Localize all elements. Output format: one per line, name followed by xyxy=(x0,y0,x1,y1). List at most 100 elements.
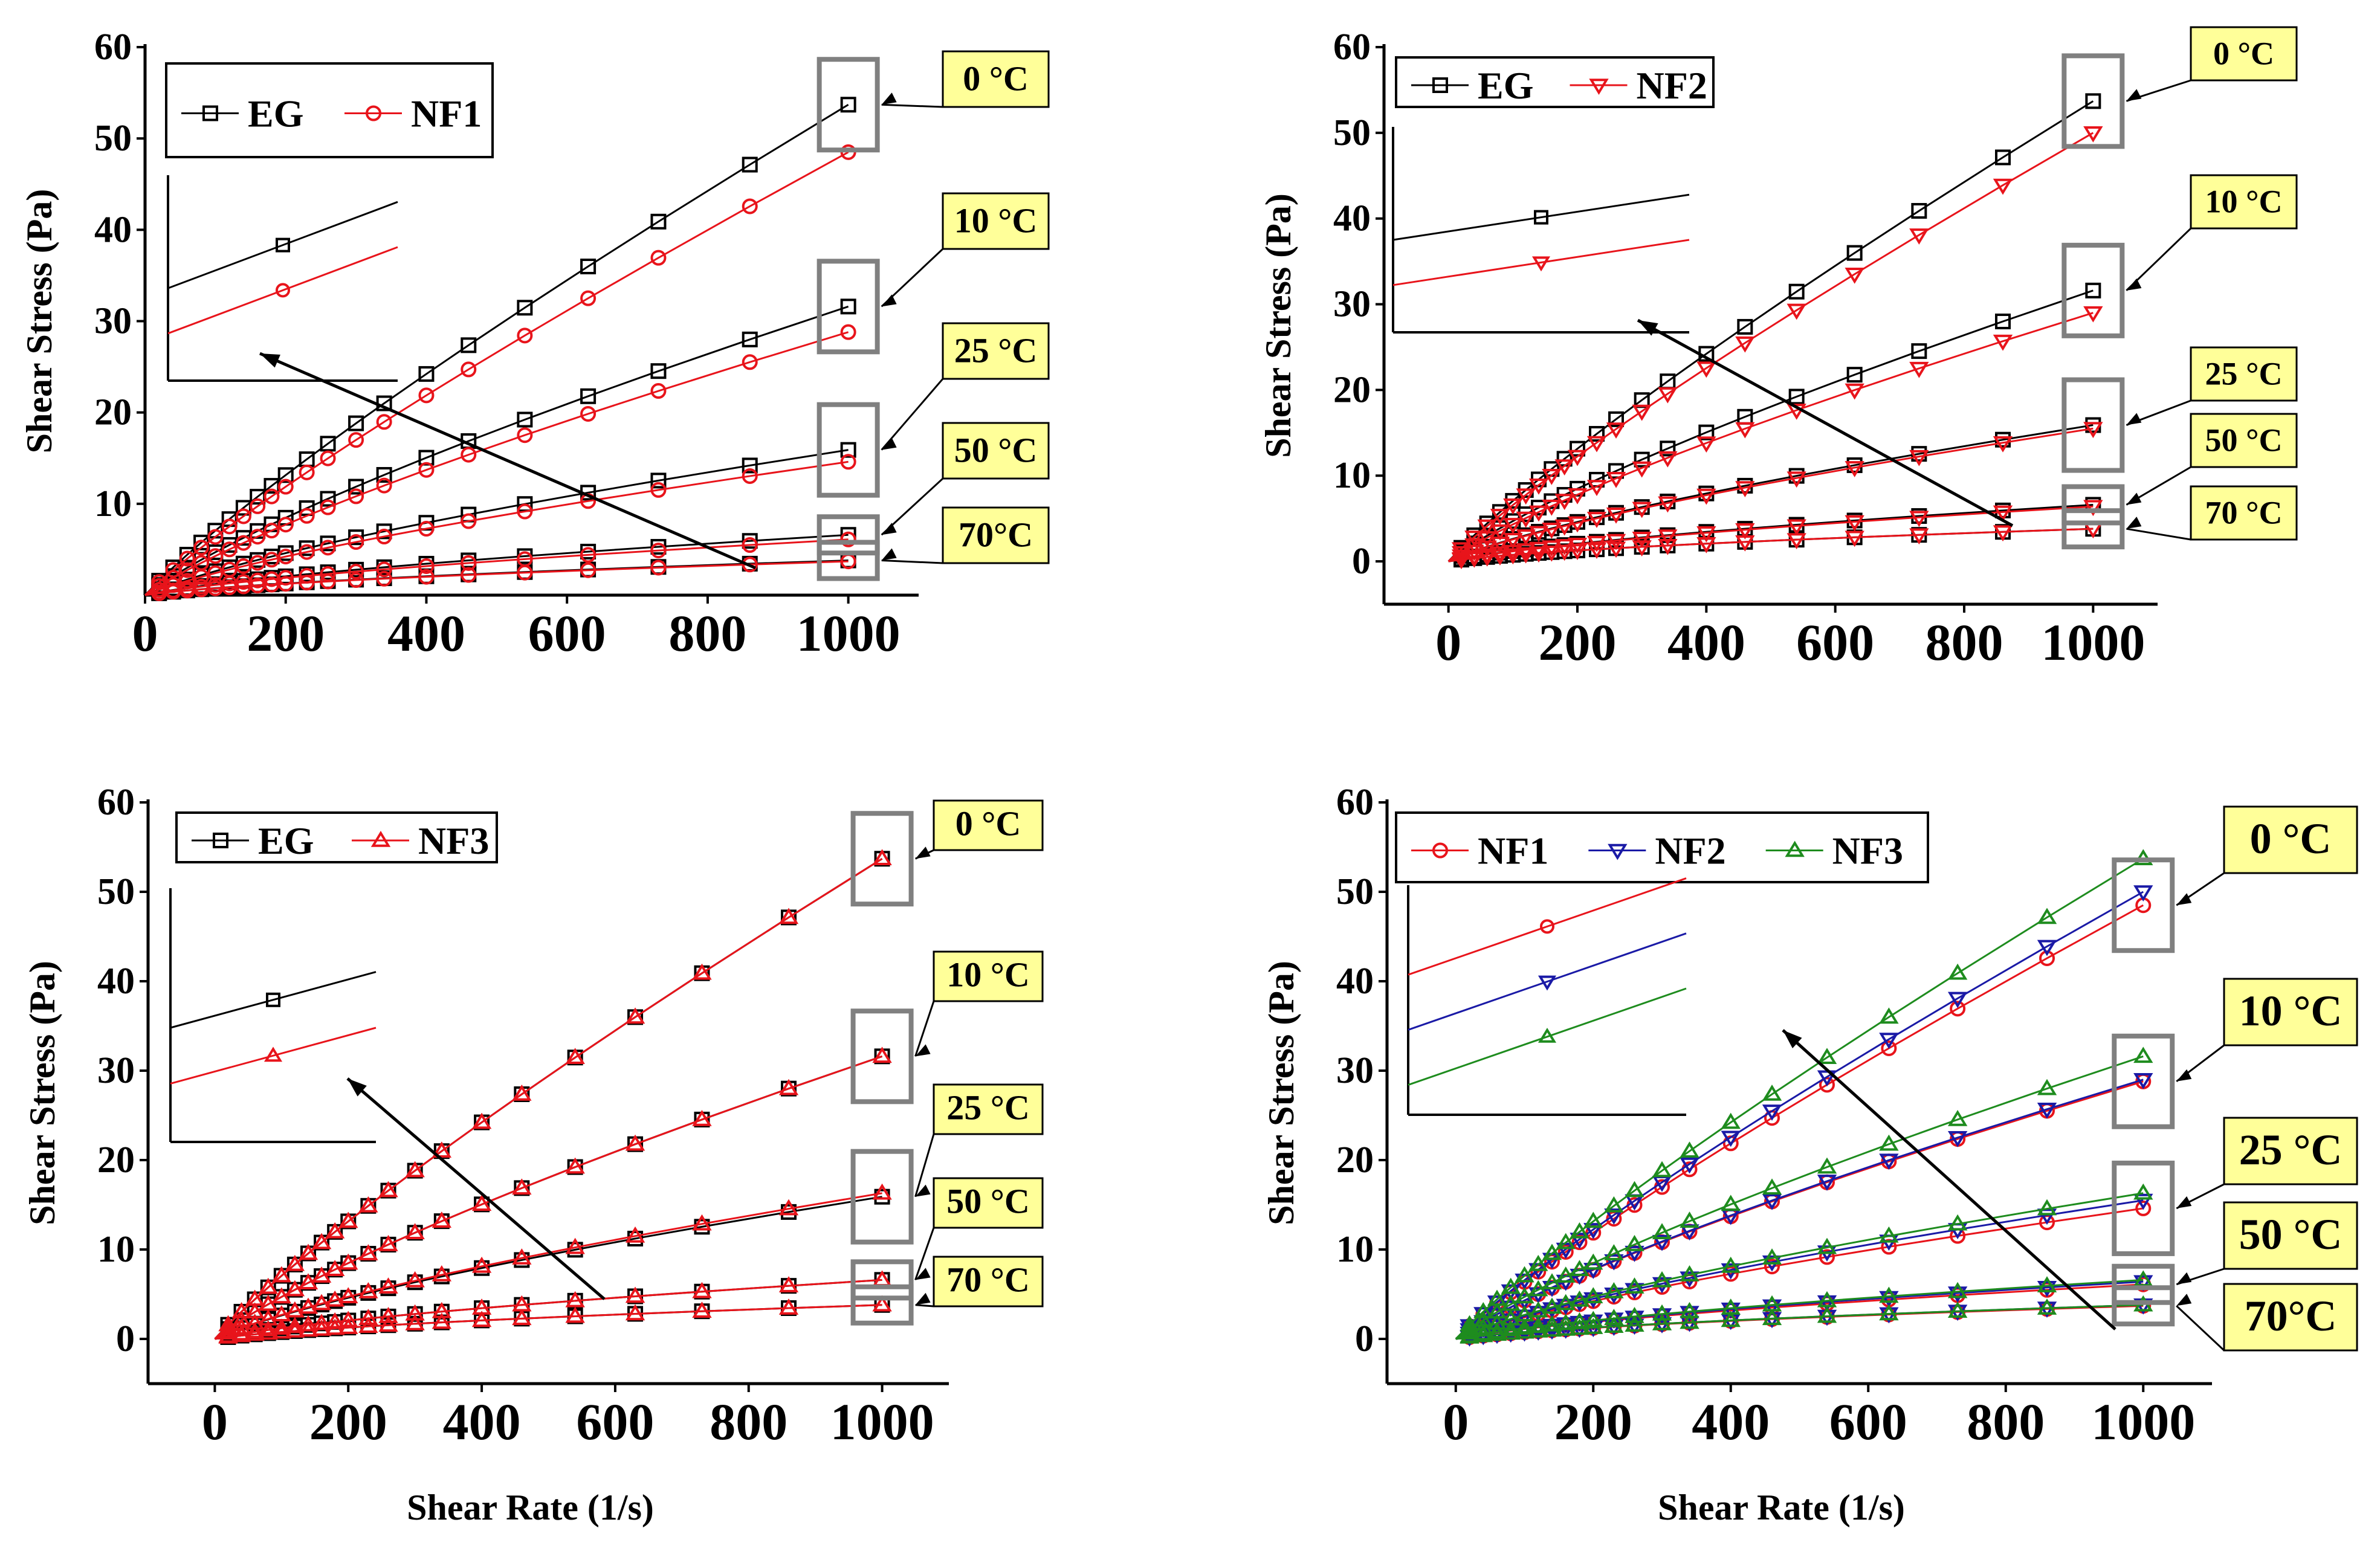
data-point-NF2 xyxy=(1762,1299,1782,1316)
data-point-NF1 xyxy=(461,567,477,583)
highlight-box xyxy=(2112,1285,2175,1327)
x-tick-label: 1000 xyxy=(2041,613,2145,671)
legend-marker xyxy=(1589,79,1609,95)
data-point-NF3 xyxy=(872,849,892,866)
temperature-arrow xyxy=(2176,1305,2225,1352)
data-point-NF1 xyxy=(348,564,364,580)
data-point-NF2 xyxy=(1490,549,1510,566)
y-tick-label: 20 xyxy=(97,1140,135,1181)
temperature-label-box xyxy=(942,422,1050,480)
x-tick-label: 0 xyxy=(202,1393,228,1451)
arrow-head xyxy=(881,548,897,561)
inset-line-EG xyxy=(1392,193,1690,241)
temperature-label: 50 °C xyxy=(2205,422,2282,459)
data-point-NF2 xyxy=(1787,471,1806,488)
data-point-NF1 xyxy=(299,508,315,524)
data-point-NF2 xyxy=(1625,1245,1644,1262)
legend-marker xyxy=(202,105,218,121)
data-point-NF3 xyxy=(1583,1318,1603,1334)
data-point-EG xyxy=(1589,426,1605,442)
legend-label: NF2 xyxy=(1637,64,1707,107)
data-point-EG xyxy=(742,156,758,173)
temperature-arrow xyxy=(881,559,943,564)
data-point-NF3 xyxy=(1570,1318,1589,1335)
data-point-NF2 xyxy=(1604,1208,1624,1225)
data-point-NF3 xyxy=(405,1314,425,1330)
data-point-NF2 xyxy=(1542,468,1562,485)
series-line-NF1 xyxy=(144,331,849,596)
legend-label: NF2 xyxy=(1655,830,1725,872)
data-point-NF1 xyxy=(418,569,435,585)
data-point-NF2 xyxy=(1604,1287,1624,1304)
data-point-NF1 xyxy=(320,573,336,590)
data-point-EG xyxy=(277,467,294,483)
data-point-EG xyxy=(1846,367,1863,383)
y-tick-label: 30 xyxy=(1336,1050,1374,1091)
data-point-NF2 xyxy=(1606,507,1626,524)
data-point-NF1 xyxy=(1764,1259,1780,1275)
series-line-NF3 xyxy=(215,1304,882,1340)
data-point-NF1 xyxy=(320,499,336,515)
data-point-NF1 xyxy=(179,562,195,578)
data-point-NF1 xyxy=(461,361,477,378)
data-point-NF2 xyxy=(1490,524,1510,541)
data-point-NF2 xyxy=(1680,1157,1699,1174)
highlight-box xyxy=(850,1149,914,1245)
series-line-EG xyxy=(214,1055,883,1340)
legend-box xyxy=(165,62,494,158)
data-point-NF3 xyxy=(2133,1046,2153,1063)
data-point-NF3 xyxy=(471,1112,492,1129)
data-point-NF3 xyxy=(405,1304,425,1321)
data-point-NF1 xyxy=(207,548,224,564)
data-point-NF2 xyxy=(1501,1300,1521,1317)
series-line-EG xyxy=(214,857,883,1340)
x-tick-label: 400 xyxy=(1667,613,1745,671)
data-point-NF3 xyxy=(1652,1271,1672,1288)
data-point-NF2 xyxy=(1680,1306,1699,1323)
x-tick-label: 400 xyxy=(1692,1393,1770,1451)
data-point-NF2 xyxy=(1632,540,1652,556)
arrow-head xyxy=(881,92,897,105)
data-point-NF1 xyxy=(580,405,597,422)
data-point-NF3 xyxy=(1817,1291,1837,1308)
x-tick-label: 200 xyxy=(309,1393,387,1451)
data-point-NF2 xyxy=(1516,511,1536,528)
temperature-label-box xyxy=(2223,805,2358,874)
data-point-NF2 xyxy=(1909,528,1929,545)
arrow-head xyxy=(881,437,897,450)
data-point-NF3 xyxy=(1879,1226,1899,1243)
data-point-NF1 xyxy=(742,537,758,553)
y-axis-label: Shear Stress (Pa) xyxy=(22,961,62,1225)
data-point-NF2 xyxy=(2083,422,2103,439)
data-point-NF1 xyxy=(277,517,294,533)
y-tick-label: 50 xyxy=(1333,112,1371,153)
data-point-EG xyxy=(348,479,364,495)
data-point-NF3 xyxy=(432,1265,452,1282)
data-point-NF3 xyxy=(271,1318,292,1335)
data-point-NF1 xyxy=(348,488,364,505)
data-point-NF2 xyxy=(1632,461,1652,478)
x-tick-label: 200 xyxy=(247,604,325,662)
legend-label: NF1 xyxy=(411,92,482,135)
x-tick-label: 1000 xyxy=(830,1393,934,1451)
data-point-NF2 xyxy=(1845,383,1864,400)
arrow-head xyxy=(881,523,897,535)
data-point-EG xyxy=(517,300,533,316)
data-point-NF3 xyxy=(1680,1265,1699,1282)
data-point-NF3 xyxy=(358,1309,378,1325)
y-tick-label: 20 xyxy=(1336,1140,1374,1181)
data-point-NF2 xyxy=(2083,500,2103,517)
data-point-NF3 xyxy=(1460,1319,1479,1336)
data-point-NF2 xyxy=(1652,1277,1672,1294)
x-tick-label: 1000 xyxy=(2091,1393,2195,1451)
data-point-NF1 xyxy=(250,498,266,514)
legend-marker xyxy=(366,105,381,121)
data-point-NF2 xyxy=(1503,518,1523,534)
data-point-NF2 xyxy=(1696,537,1716,553)
data-point-EG xyxy=(1788,389,1805,405)
data-point-EG xyxy=(1846,245,1863,261)
data-point-NF2 xyxy=(1845,267,1864,284)
arrow-head xyxy=(2126,413,2142,425)
data-point-EG xyxy=(1634,451,1650,468)
